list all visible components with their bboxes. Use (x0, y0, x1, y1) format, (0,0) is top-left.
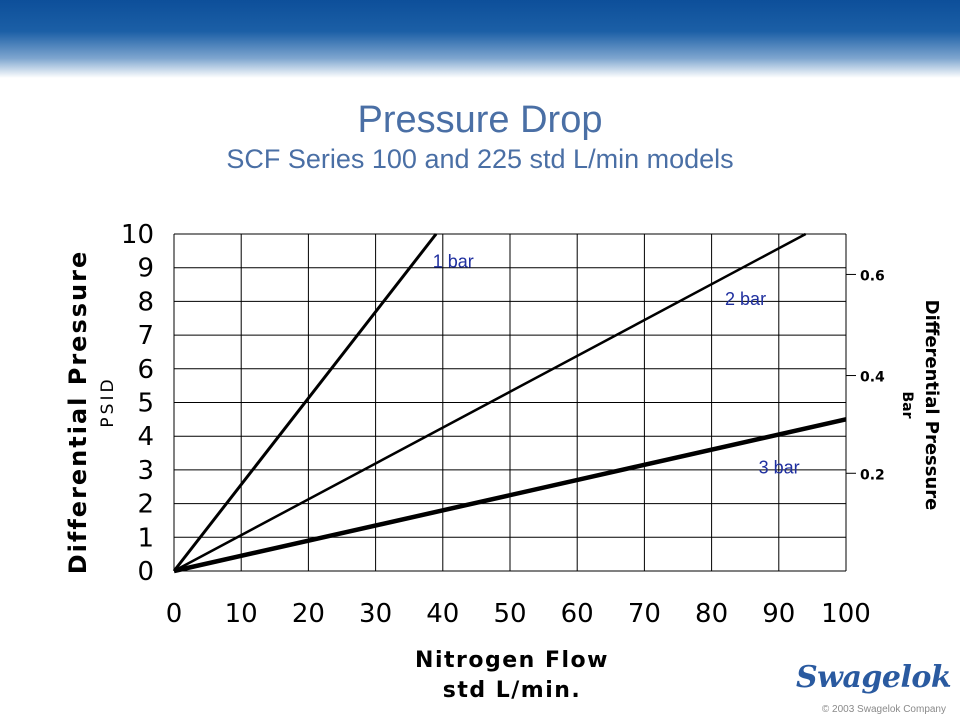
copyright: © 2003 Swagelok Company (821, 704, 946, 715)
y2-tick-label: 0.4 (860, 370, 885, 386)
y-tick-label: 6 (137, 355, 154, 385)
x-tick-label: 50 (493, 599, 526, 629)
y-tick-label: 5 (137, 389, 154, 419)
y-tick-label: 3 (137, 456, 154, 486)
x-tick-label: 80 (695, 599, 728, 629)
y2-tick-label: 0.2 (860, 467, 885, 483)
y2-axis-label-line1: Differential Pressure (921, 300, 942, 511)
series-lines: 1 bar 2 bar 3 bar (172, 232, 847, 574)
series-label-1: 1 bar (433, 252, 474, 272)
series-line-1 (172, 233, 438, 572)
header-band (0, 0, 960, 78)
y-tick-label: 2 (137, 490, 154, 520)
y-tick-label: 9 (137, 254, 154, 284)
x-axis-label-line1: Nitrogen Flow (415, 648, 609, 673)
y-axis-label-line1: Differential Pressure (64, 250, 92, 574)
y-tick-label: 1 (137, 523, 154, 553)
x-tick-label: 100 (821, 599, 871, 629)
x-tick-label: 20 (292, 599, 325, 629)
x-axis-label-line2: std L/min. (443, 678, 582, 703)
y-axis-label-line2: PSID (98, 376, 118, 427)
y-tick-label: 7 (137, 321, 154, 351)
y2-tick-label: 0.6 (860, 268, 885, 284)
series-label-2: 2 bar (725, 289, 766, 309)
series-label-3: 3 bar (759, 457, 800, 477)
tick-labels: 0 10 20 30 40 50 60 70 80 90 1000123456789100.20.4… (121, 220, 885, 629)
y-tick-label: 4 (137, 422, 154, 452)
x-tick-label: 70 (628, 599, 661, 629)
title-block: Pressure Drop SCF Series 100 and 225 std… (0, 98, 960, 176)
x-tick-label: 40 (426, 599, 459, 629)
y2-axis-label-line2: Bar (899, 391, 915, 418)
x-tick-label: 30 (359, 599, 392, 629)
y-tick-label: 0 (137, 557, 154, 587)
y-tick-label: 10 (121, 220, 154, 250)
grid (173, 233, 856, 572)
x-tick-label: 10 (225, 599, 258, 629)
axis-labels: Nitrogen Flow std L/min. Differential Pr… (64, 250, 942, 703)
chart-subtitle: SCF Series 100 and 225 std L/min models (226, 144, 734, 174)
series-line-3 (173, 417, 847, 574)
x-tick-label: 60 (561, 599, 594, 629)
swagelok-logo: Swagelok (796, 660, 952, 695)
y-tick-label: 8 (137, 287, 154, 317)
x-tick-label: 0 (166, 599, 183, 629)
x-tick-label: 90 (762, 599, 795, 629)
series-line-2 (173, 232, 807, 573)
chart-title: Pressure Drop (357, 99, 603, 141)
